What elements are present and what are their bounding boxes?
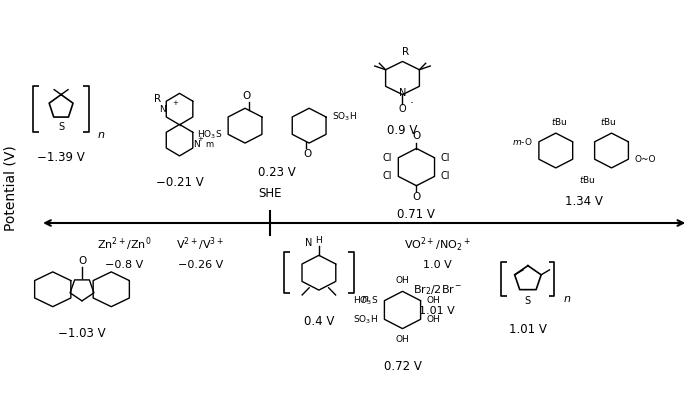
- Text: Zn$^{2+}$/Zn$^0$: Zn$^{2+}$/Zn$^0$: [97, 236, 151, 253]
- Text: O: O: [303, 149, 312, 159]
- Text: Br$_2$/2Br$^-$: Br$_2$/2Br$^-$: [412, 283, 462, 297]
- Text: O: O: [412, 192, 421, 202]
- Text: N: N: [193, 141, 200, 149]
- Text: 0.9 V: 0.9 V: [387, 123, 418, 137]
- Text: 1.34 V: 1.34 V: [565, 195, 603, 208]
- Text: $m$-O: $m$-O: [512, 136, 533, 147]
- Text: HO$_3$S: HO$_3$S: [353, 294, 378, 307]
- Text: Cl: Cl: [382, 171, 392, 181]
- Text: O~O: O~O: [634, 155, 656, 164]
- Text: ·: ·: [410, 97, 414, 110]
- Text: Cl: Cl: [441, 153, 450, 163]
- Text: 1.01 V: 1.01 V: [419, 306, 455, 316]
- Text: R: R: [402, 47, 409, 57]
- Text: 1.01 V: 1.01 V: [509, 323, 547, 336]
- Text: HO$_3$S: HO$_3$S: [197, 128, 222, 141]
- Text: O: O: [78, 256, 86, 266]
- Text: OH: OH: [427, 315, 440, 324]
- Text: $n$: $n$: [361, 294, 370, 304]
- Text: O: O: [243, 91, 251, 101]
- Text: +: +: [197, 136, 203, 142]
- Text: Cl: Cl: [382, 153, 392, 163]
- Text: S: S: [58, 121, 64, 131]
- Text: S: S: [525, 296, 531, 306]
- Text: OH: OH: [395, 276, 409, 285]
- Text: −0.21 V: −0.21 V: [155, 176, 204, 189]
- Text: Potential (V): Potential (V): [4, 145, 18, 231]
- Text: −0.8 V: −0.8 V: [105, 260, 143, 270]
- Text: N: N: [159, 105, 166, 113]
- Text: O: O: [412, 131, 421, 141]
- Text: 0.72 V: 0.72 V: [384, 360, 421, 373]
- Text: H: H: [316, 236, 322, 245]
- Text: N: N: [399, 88, 406, 98]
- Text: N: N: [305, 238, 313, 248]
- Text: $t$Bu: $t$Bu: [551, 116, 568, 127]
- Text: 0.23 V: 0.23 V: [258, 166, 296, 179]
- Text: R: R: [153, 94, 161, 104]
- Text: SHE: SHE: [258, 187, 282, 200]
- Text: $t$Bu: $t$Bu: [579, 174, 596, 185]
- Text: SO$_3$H: SO$_3$H: [332, 111, 357, 123]
- Text: SO$_3$H: SO$_3$H: [353, 313, 378, 326]
- Text: OH: OH: [427, 296, 440, 305]
- Text: +: +: [173, 100, 178, 106]
- Text: −1.03 V: −1.03 V: [58, 327, 106, 339]
- Text: 0.71 V: 0.71 V: [398, 208, 435, 221]
- Text: VO$^{2+}$/NO$_2$$^+$: VO$^{2+}$/NO$_2$$^+$: [404, 236, 470, 254]
- Text: $n$: $n$: [563, 294, 571, 304]
- Text: O: O: [399, 104, 406, 114]
- Text: OH: OH: [395, 335, 409, 344]
- Text: 0.4 V: 0.4 V: [304, 315, 334, 328]
- Text: 1.0 V: 1.0 V: [423, 260, 452, 270]
- Text: −1.39 V: −1.39 V: [37, 151, 85, 163]
- Text: m: m: [205, 141, 214, 149]
- Text: $n$: $n$: [97, 130, 106, 140]
- Text: $t$Bu: $t$Bu: [600, 116, 616, 127]
- Text: −0.26 V: −0.26 V: [178, 260, 223, 270]
- Text: V$^{2+}$/V$^{3+}$: V$^{2+}$/V$^{3+}$: [176, 236, 225, 253]
- Text: Cl: Cl: [441, 171, 450, 181]
